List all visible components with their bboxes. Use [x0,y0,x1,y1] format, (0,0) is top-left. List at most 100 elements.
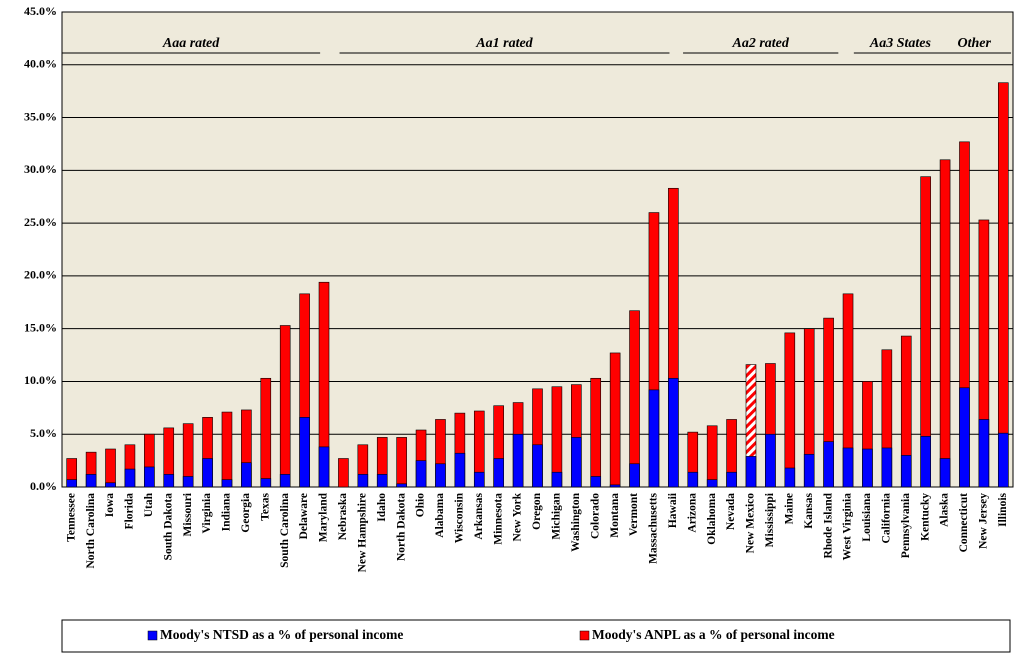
bar [997,432,1009,488]
x-tick-label: Oklahoma [706,493,718,545]
bar [415,460,427,488]
y-tick-label: 25.0% [24,215,57,229]
x-tick-label: Kentucky [919,493,931,541]
x-tick-label: New Mexico [745,493,757,554]
bar [609,484,621,488]
x-tick-label: Wisconsin [454,492,466,543]
y-tick-label: 15.0% [24,320,57,334]
bar [590,476,602,488]
bar [105,482,116,488]
bar [144,466,155,488]
bar [318,446,330,488]
x-tick-label: West Virginia [842,493,854,561]
x-tick-label: Nevada [725,493,737,530]
y-tick-label: 20.0% [24,268,57,282]
bar [85,474,97,488]
x-tick-label: Maine [783,493,795,524]
bar [221,411,233,488]
bar [706,479,718,488]
bar [163,474,175,488]
bar [493,458,504,488]
bar [629,463,640,488]
x-tick-label: Iowa [104,493,116,518]
x-tick-label: Arkansas [473,492,485,539]
x-tick-label: Connecticut [958,493,970,553]
x-tick-label: Arizona [686,493,698,533]
x-tick-label: New Hampshire [356,493,368,572]
bar [765,433,776,488]
x-tick-label: New York [512,492,524,541]
x-tick-label: New Jersey [978,493,990,549]
x-tick-label: Colorado [589,493,601,539]
x-tick-label: North Carolina [85,493,97,569]
x-tick-label: Hawaii [667,492,679,528]
bar [376,474,388,488]
bar [745,456,757,488]
group-label: Aa3 States [869,36,932,51]
bar [803,453,815,488]
x-tick-label: California [880,493,892,544]
y-tick-label: 45.0% [24,4,57,18]
bar [959,387,970,488]
x-tick-label: Montana [609,493,621,538]
x-tick-label: Alabama [434,493,446,538]
bar [299,417,310,488]
bar [279,325,291,488]
bar [706,425,718,488]
x-tick-label: Ohio [415,493,427,518]
bar [454,452,466,488]
x-tick-label: Tennessee [65,493,77,542]
y-tick-label: 30.0% [24,162,57,176]
x-tick-label: Washington [570,492,582,551]
bar [784,332,796,488]
bar [260,377,272,488]
x-tick-label: Minnesota [492,493,504,545]
bar [997,82,1009,488]
x-tick-label: Rhode Island [822,492,834,558]
bar [473,471,485,488]
bar [435,463,446,488]
bar [571,437,582,488]
bar [260,478,272,488]
group-label: Other [957,36,991,51]
group-label: Aa2 rated [731,36,789,51]
legend-box [61,619,1011,653]
bar [182,476,194,488]
bar [357,474,369,488]
x-tick-label: Mississippi [764,492,776,547]
bar [842,447,854,488]
x-tick-label: Missouri [182,492,194,536]
bar [396,483,407,488]
x-tick-label: Maryland [318,492,330,542]
x-tick-label: Michigan [551,492,563,539]
x-tick-label: North Dakota [395,493,407,561]
x-tick-label: Nebraska [337,493,349,541]
bar [900,455,912,488]
bar [124,468,136,488]
bar [279,474,291,488]
x-tick-label: Georgia [240,493,252,533]
y-tick-label: 0.0% [30,479,57,493]
x-tick-label: Illinois [997,492,1009,526]
bar [551,471,563,488]
bar [881,447,893,488]
bar [823,441,834,488]
bar [221,479,233,488]
x-tick-label: Utah [143,492,155,517]
bar [590,377,602,488]
bar [609,352,621,488]
y-tick-label: 5.0% [30,426,57,440]
bar [862,448,873,488]
x-tick-label: Vermont [628,493,640,536]
bar [784,467,796,488]
bar [532,444,543,488]
y-tick-label: 35.0% [24,109,57,123]
bar [648,389,660,488]
group-label: Aa1 rated [475,36,533,51]
bar [512,433,524,488]
bar [920,436,931,488]
bar [396,437,407,488]
bar [338,458,349,488]
legend-swatch [147,630,158,641]
bar [939,159,951,488]
